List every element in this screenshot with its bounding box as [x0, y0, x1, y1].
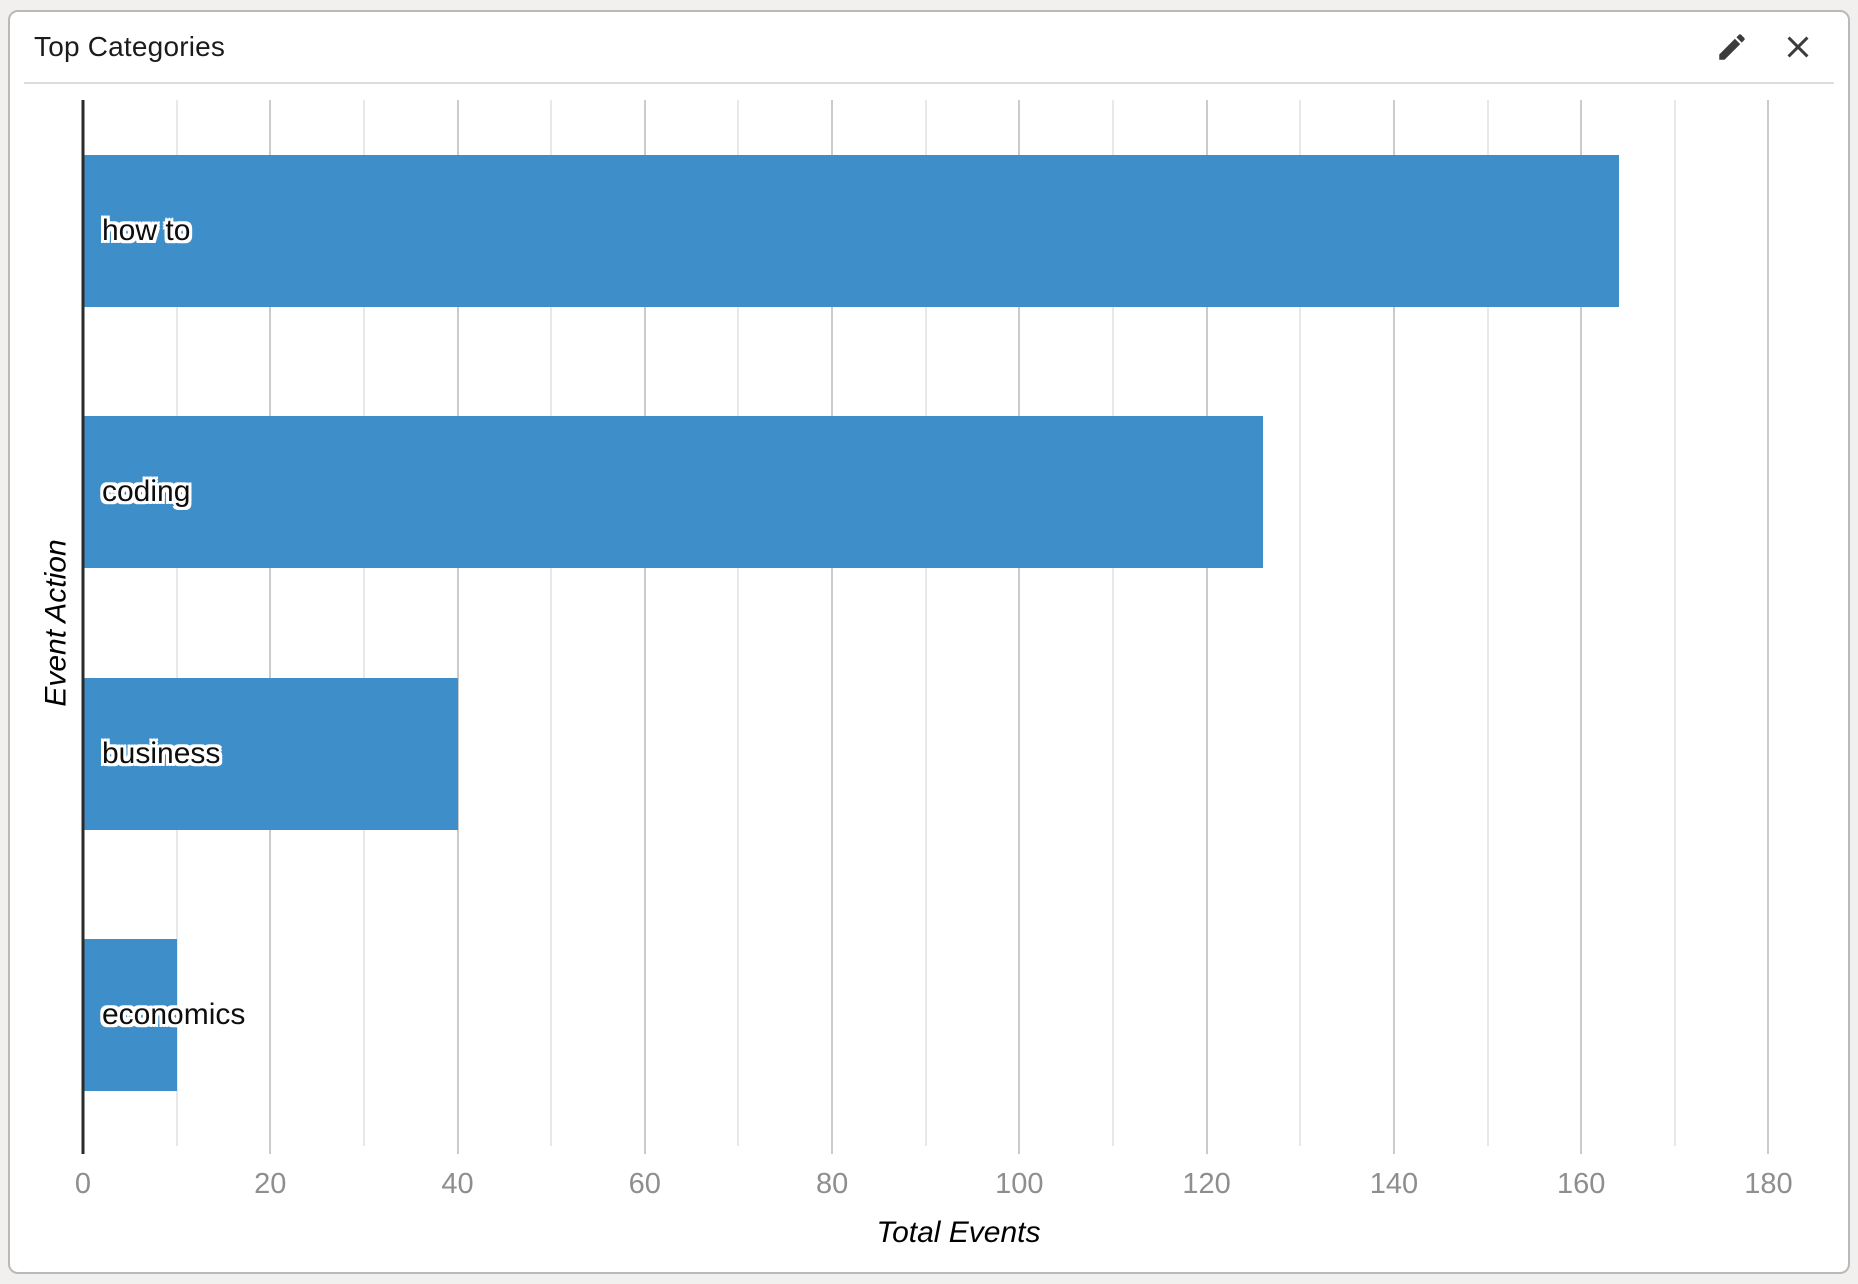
close-button[interactable] [1778, 27, 1818, 67]
bar-label-coding: coding [102, 475, 191, 509]
plot-area: 0 20 40 60 80 100 120 140 160 180 how to coding busi… [75, 100, 1834, 1200]
bar-how-to[interactable] [83, 154, 1619, 307]
y-axis-line [81, 100, 85, 1154]
minor-gridline-50 [550, 100, 553, 1146]
x-tick-label-180: 180 [1744, 1168, 1793, 1200]
header-divider [24, 82, 1834, 84]
minor-gridline-170 [1673, 100, 1676, 1146]
minor-gridline-10 [175, 100, 178, 1146]
major-gridline-180 [1767, 100, 1770, 1154]
pencil-icon [1715, 30, 1749, 64]
bar-row-business: business [83, 623, 1834, 885]
widget-title: Top Categories [34, 31, 226, 62]
minor-gridline-90 [924, 100, 927, 1146]
x-axis-title: Total Events [876, 1216, 1041, 1249]
major-gridline-100 [1018, 100, 1021, 1154]
bar-chart: Event Action 0 20 40 60 80 100 120 140 160 180 how… [10, 84, 1848, 1272]
bar-label-how-to: how to [102, 213, 191, 247]
minor-gridline-130 [1299, 100, 1302, 1146]
minor-gridline-70 [737, 100, 740, 1146]
x-tick-label-80: 80 [815, 1168, 849, 1200]
x-tick-label-40: 40 [441, 1168, 474, 1200]
x-tick-label-0: 0 [74, 1168, 92, 1200]
bar-business[interactable] [83, 677, 458, 830]
major-gridline-140 [1392, 100, 1395, 1154]
x-tick-label-140: 140 [1369, 1168, 1419, 1200]
x-tick-label-120: 120 [1182, 1168, 1231, 1200]
major-gridline-20 [269, 100, 272, 1154]
widget-header: Top Categories [10, 12, 1848, 82]
bar-row-how-to: how to [83, 100, 1834, 362]
x-tick-label-160: 160 [1556, 1168, 1606, 1200]
major-gridline-60 [643, 100, 646, 1154]
x-tick-label-100: 100 [995, 1168, 1044, 1200]
widget-actions [1712, 27, 1818, 67]
bar-row-economics: economics [83, 885, 1834, 1147]
major-gridline-160 [1580, 100, 1583, 1154]
bar-label-business: business [102, 736, 221, 770]
minor-gridline-30 [362, 100, 365, 1146]
top-categories-widget: Top Categories Event Action [8, 10, 1850, 1274]
bar-coding[interactable] [83, 416, 1263, 569]
minor-gridline-110 [1112, 100, 1114, 1146]
major-gridline-80 [831, 100, 834, 1154]
edit-button[interactable] [1712, 27, 1752, 67]
bar-row-coding: coding [83, 362, 1834, 624]
bar-economics[interactable] [83, 939, 177, 1092]
major-gridline-40 [456, 100, 459, 1154]
minor-gridline-150 [1486, 100, 1489, 1146]
close-icon [1780, 29, 1816, 65]
bar-label-economics: economics [102, 998, 246, 1032]
x-tick-label-60: 60 [628, 1168, 661, 1200]
major-gridline-120 [1205, 100, 1208, 1154]
x-tick-label-20: 20 [254, 1168, 287, 1200]
